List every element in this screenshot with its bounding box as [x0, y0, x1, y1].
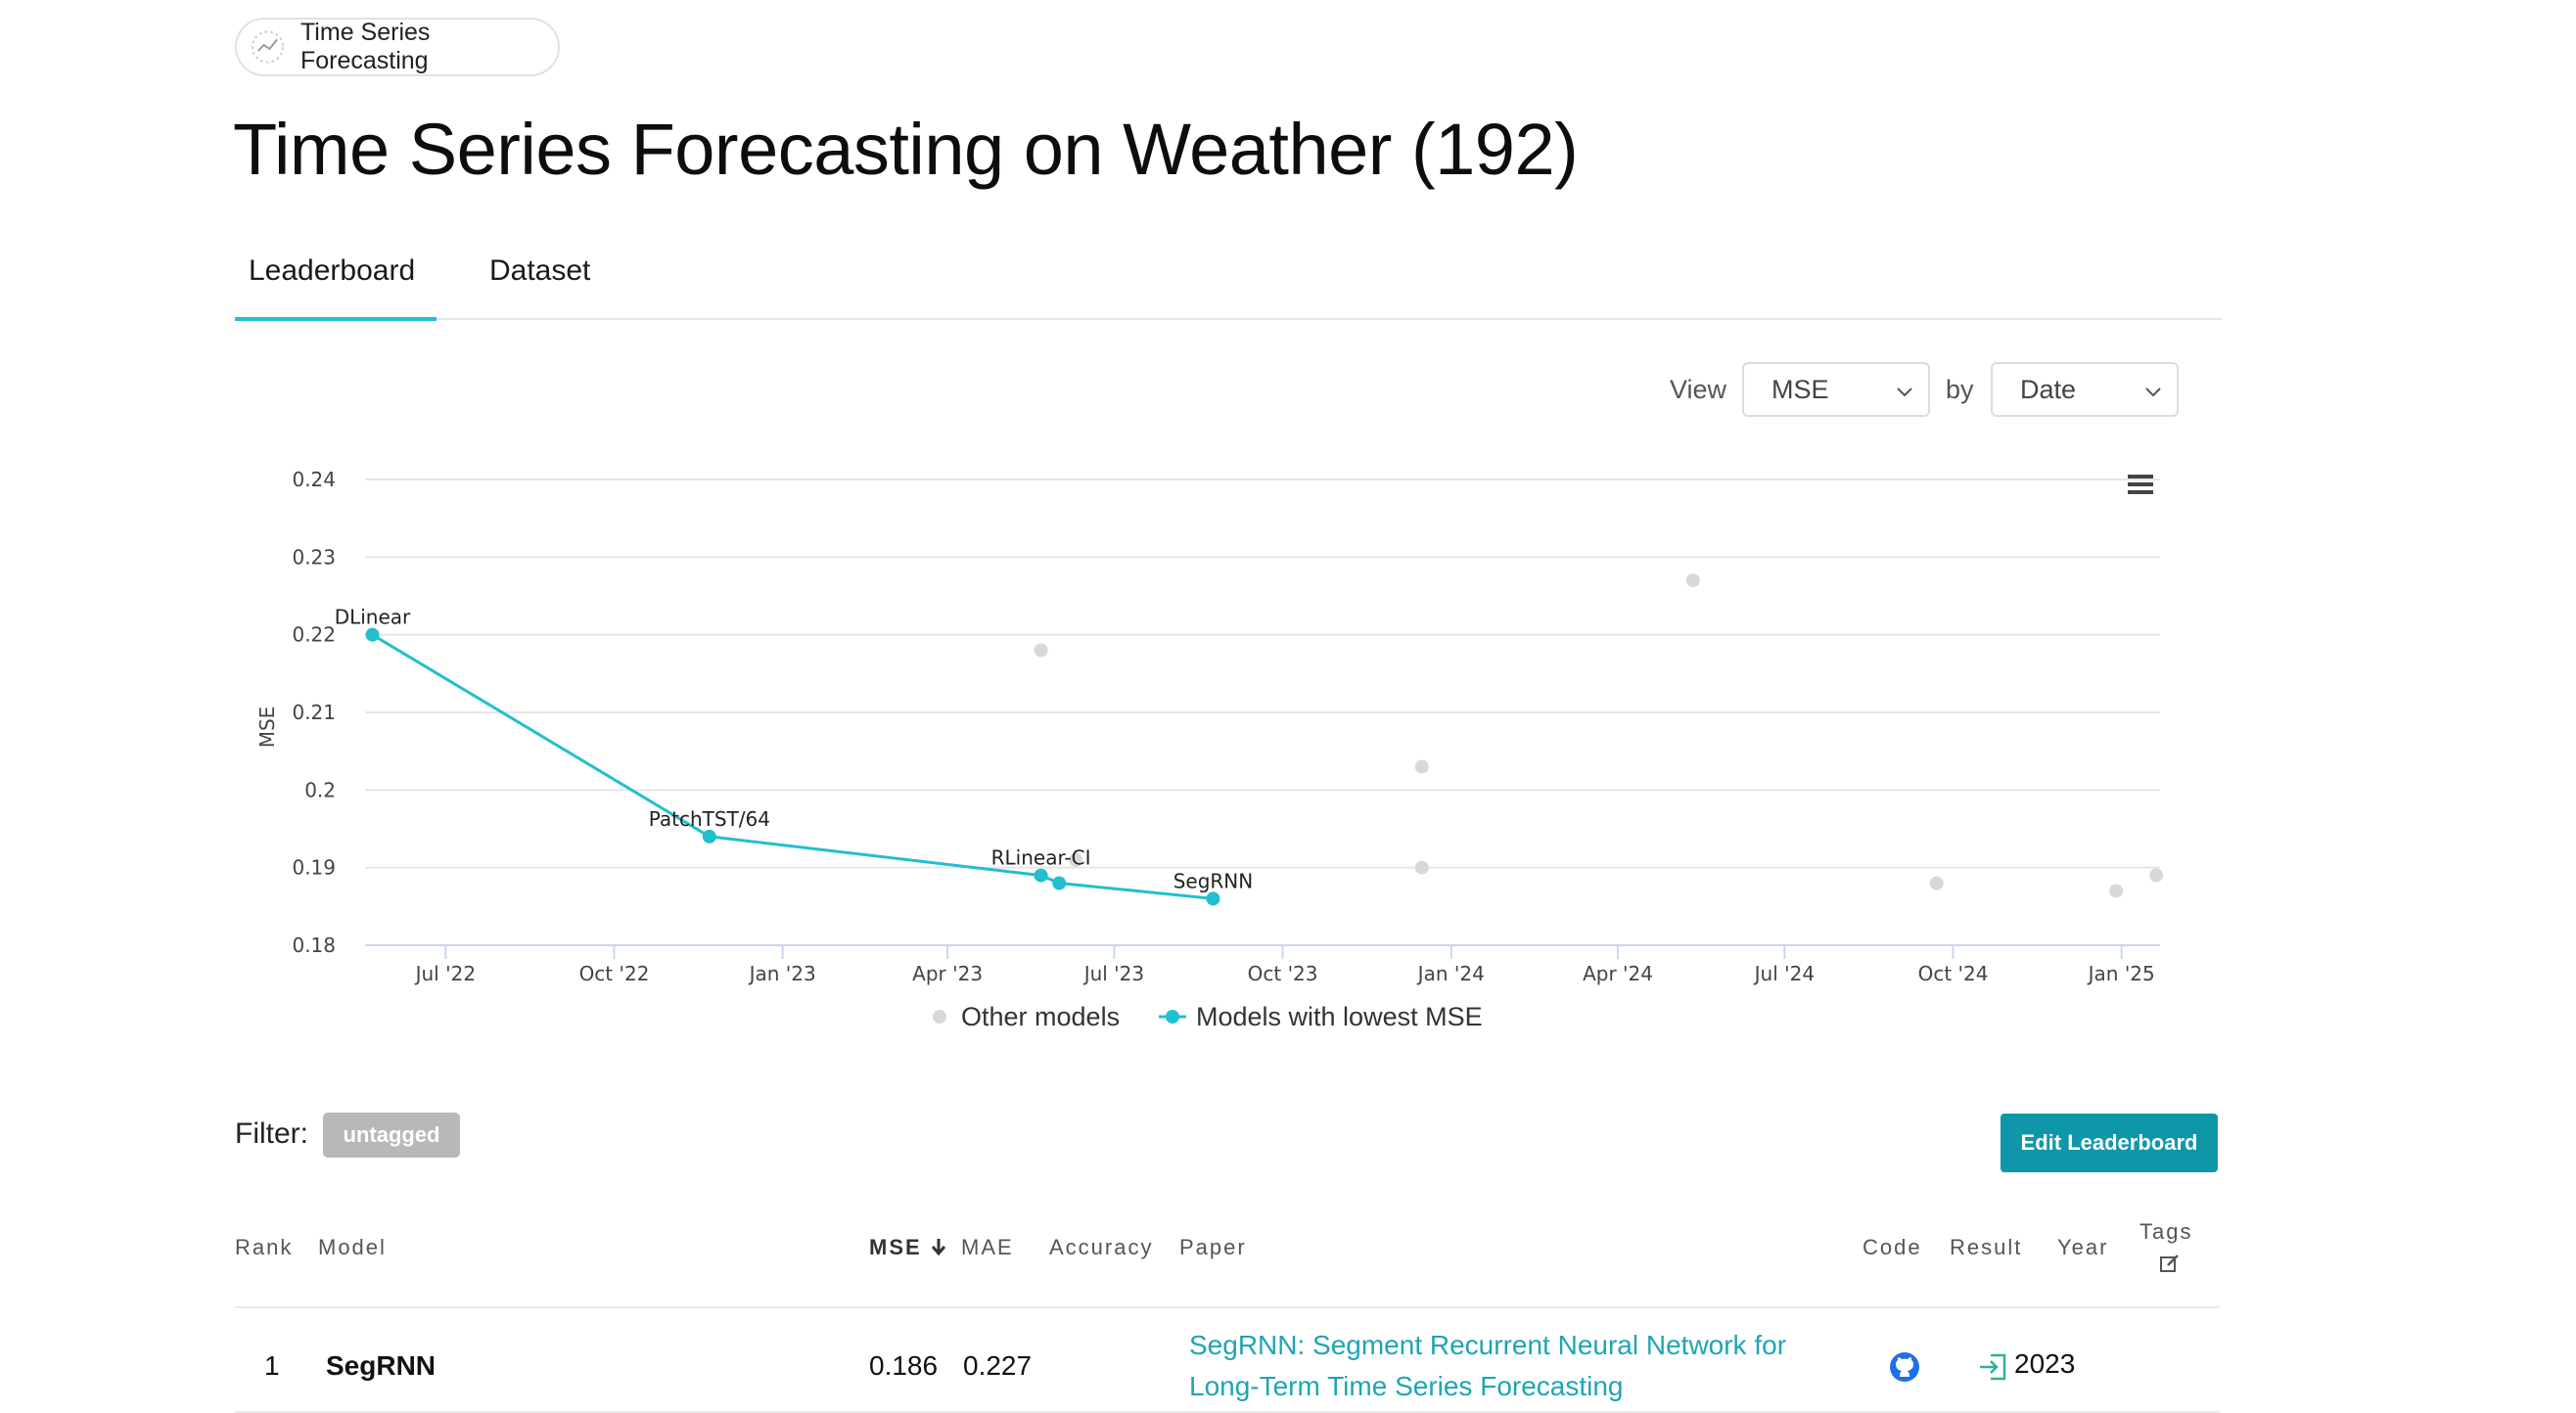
- table-header-divider: [235, 1306, 2220, 1308]
- y-tick-label: 0.22: [292, 623, 336, 647]
- best-models-series: [365, 627, 1220, 906]
- col-header-mse[interactable]: MSE: [869, 1235, 947, 1260]
- col-header-tags: Tags: [2139, 1219, 2193, 1244]
- point-label: RLinear-CI: [991, 846, 1091, 870]
- chart-menu-button[interactable]: [2126, 470, 2155, 499]
- chart-legend: Other models Models with lowest MSE: [933, 1002, 1483, 1031]
- y-axis-ticks: 0.18 0.19 0.2 0.21 0.22 0.23 0.24: [292, 468, 336, 957]
- x-tick-label: Apr '23: [912, 962, 983, 985]
- legend-other-marker: [933, 1010, 946, 1024]
- other-model-point[interactable]: [1414, 759, 1429, 774]
- page-title: Time Series Forecasting on Weather (192): [233, 109, 1579, 190]
- y-tick-label: 0.18: [292, 934, 336, 957]
- task-chip[interactable]: Time Series Forecasting: [235, 18, 560, 76]
- sort-by-select[interactable]: Date: [1991, 362, 2179, 417]
- col-header-result: Result: [1950, 1235, 2023, 1259]
- row-paper-link[interactable]: SegRNN: Segment Recurrent Neural Network…: [1189, 1330, 1787, 1401]
- sort-down-icon: [931, 1239, 945, 1256]
- task-chip-label: Time Series Forecasting: [299, 19, 431, 74]
- filter-label: Filter:: [235, 1117, 308, 1150]
- other-model-point[interactable]: [1929, 876, 1944, 890]
- metric-select-value: MSE: [1771, 374, 1829, 404]
- col-header-code: Code: [1863, 1235, 1922, 1259]
- x-tick-label: Oct '24: [1918, 962, 1989, 985]
- y-tick-label: 0.23: [292, 545, 336, 569]
- other-model-point[interactable]: [1414, 860, 1429, 875]
- tab-dataset[interactable]: Dataset: [489, 254, 591, 287]
- by-label: by: [1946, 375, 1974, 404]
- menu-icon: [2128, 475, 2153, 479]
- best-model-point[interactable]: [1034, 868, 1048, 883]
- x-tick-label: Jan '25: [2087, 962, 2155, 985]
- filter-tag-untagged[interactable]: untagged: [323, 1113, 460, 1158]
- point-labels: DLinear PatchTST/64 RLinear-CI SegRNN: [335, 606, 1254, 893]
- row-model[interactable]: SegRNN: [326, 1350, 437, 1381]
- other-model-point[interactable]: [1034, 643, 1048, 658]
- edit-tags-icon[interactable]: [2159, 1253, 2181, 1274]
- x-axis-ticks: Jul '22 Oct '22 Jan '23 Apr '23 Jul '23 Oct '…: [414, 945, 2155, 985]
- y-tick-label: 0.21: [292, 701, 336, 724]
- legend-best-marker: [1166, 1010, 1179, 1024]
- mse-over-time-chart: 0.18 0.19 0.2 0.21 0.22 0.23 0.24 Jul '22 Oct '…: [255, 468, 2164, 1031]
- row-year: 2023: [2014, 1348, 2076, 1379]
- legend-best-label[interactable]: Models with lowest MSE: [1196, 1002, 1483, 1031]
- other-model-point[interactable]: [1685, 573, 1700, 588]
- x-tick-label: Apr '24: [1583, 962, 1653, 985]
- x-tick-label: Jul '22: [414, 962, 476, 985]
- chevron-down-icon: [2145, 387, 2161, 397]
- other-model-point[interactable]: [2109, 884, 2124, 898]
- row-mse: 0.186: [869, 1350, 939, 1381]
- col-header-mse-label: MSE: [869, 1235, 922, 1259]
- y-tick-label: 0.19: [292, 856, 336, 880]
- x-tick-label: Jan '24: [1416, 962, 1485, 985]
- sort-by-select-value: Date: [2020, 374, 2077, 404]
- y-tick-label: 0.2: [304, 778, 336, 801]
- col-header-paper: Paper: [1179, 1235, 1247, 1259]
- metric-select[interactable]: MSE: [1742, 362, 1930, 417]
- point-label: DLinear: [335, 606, 411, 629]
- chart-grid: [365, 479, 2160, 946]
- chevron-down-icon: [1897, 387, 1912, 397]
- point-label: SegRNN: [1173, 869, 1254, 892]
- y-axis-label: MSE: [255, 706, 279, 749]
- x-tick-label: Jul '23: [1082, 962, 1144, 985]
- enter-icon[interactable]: [1977, 1352, 2008, 1382]
- row-mae: 0.227: [963, 1350, 1033, 1381]
- task-chip-icon: [251, 30, 285, 64]
- col-header-year[interactable]: Year: [2057, 1235, 2109, 1259]
- tab-leaderboard[interactable]: Leaderboard: [249, 254, 416, 287]
- col-header-rank[interactable]: Rank: [235, 1235, 294, 1259]
- point-label: PatchTST/64: [649, 807, 770, 831]
- x-tick-label: Jan '23: [748, 962, 816, 985]
- x-tick-label: Oct '22: [579, 962, 650, 985]
- y-tick-label: 0.24: [292, 468, 336, 491]
- best-model-point[interactable]: [702, 829, 716, 843]
- x-tick-label: Oct '23: [1248, 962, 1318, 985]
- github-icon[interactable]: [1889, 1351, 1920, 1383]
- col-header-mae[interactable]: MAE: [961, 1235, 1014, 1259]
- active-tab-indicator: [235, 317, 437, 321]
- edit-leaderboard-button[interactable]: Edit Leaderboard: [2001, 1114, 2218, 1172]
- other-model-point[interactable]: [1069, 852, 1083, 867]
- x-tick-label: Jul '24: [1753, 962, 1815, 985]
- legend-other-label[interactable]: Other models: [961, 1002, 1120, 1031]
- col-header-model[interactable]: Model: [318, 1235, 387, 1259]
- best-model-point[interactable]: [1206, 891, 1220, 906]
- tabs-divider: [235, 318, 2222, 320]
- row-rank: 1: [264, 1350, 280, 1381]
- view-label: View: [1670, 375, 1727, 404]
- best-model-point[interactable]: [1052, 876, 1067, 890]
- other-model-point[interactable]: [2149, 868, 2164, 883]
- best-model-point[interactable]: [365, 627, 380, 642]
- col-header-accuracy[interactable]: Accuracy: [1049, 1235, 1154, 1259]
- other-models-series: [1034, 573, 2164, 898]
- table-row-divider: [235, 1411, 2220, 1413]
